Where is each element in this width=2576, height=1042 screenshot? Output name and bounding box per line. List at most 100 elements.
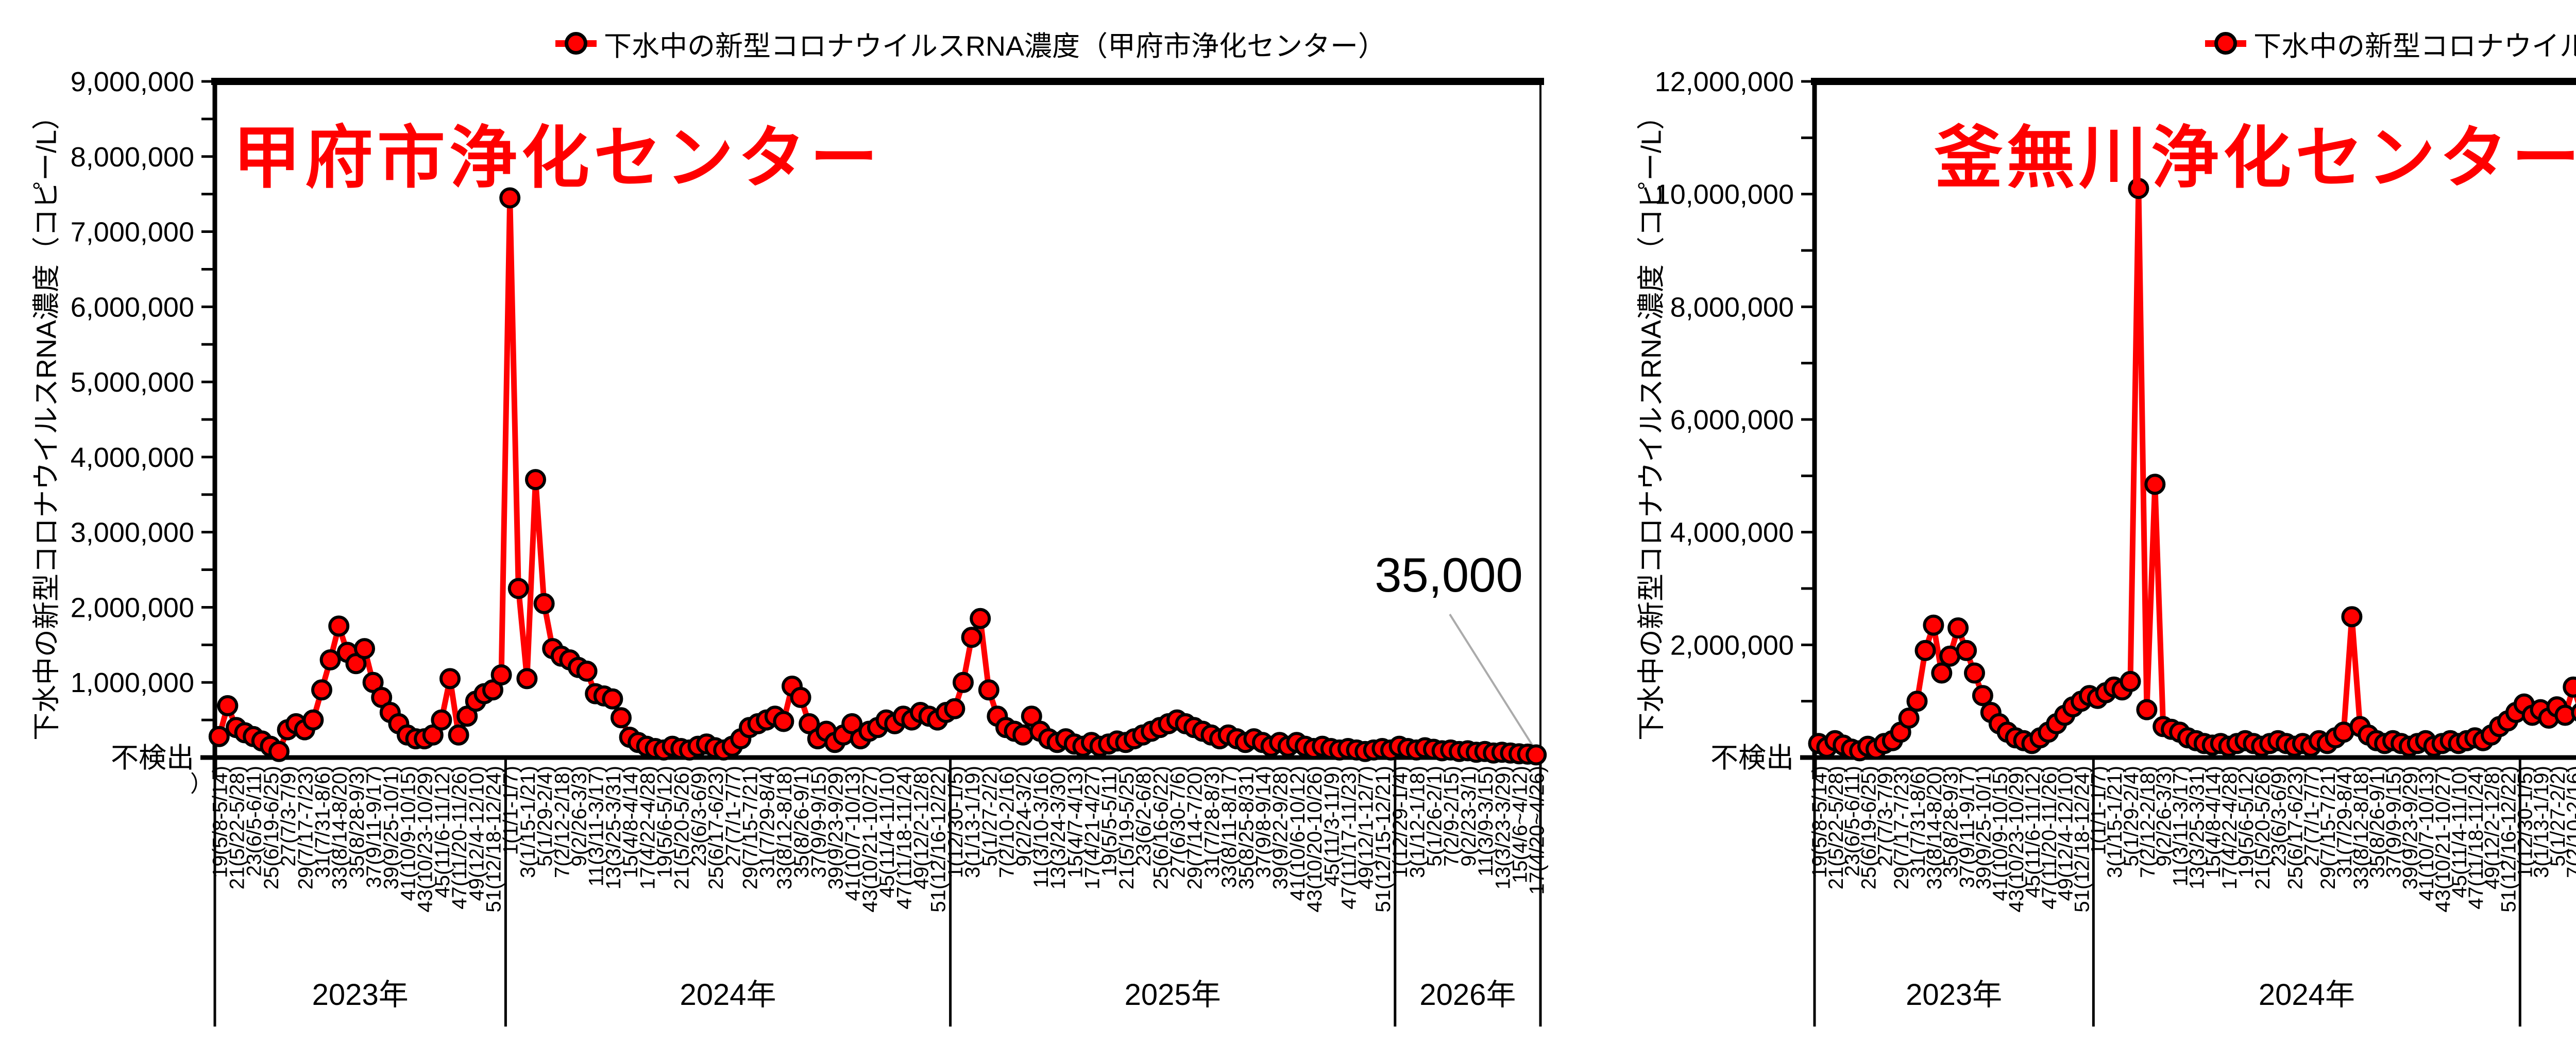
week-tick-label: 13(3/23-3/29) [1492,766,1514,889]
week-tick-label: 43(10/21-10/27) [859,766,882,913]
week-tick-label: 17(4/22-4/28) [636,766,659,889]
data-point [1906,691,1928,712]
data-point [773,711,794,732]
week-tick-label: 3(1/13-1/19) [2530,766,2553,878]
y-tick-label: 8,000,000 [71,142,194,173]
data-point [602,688,623,710]
annotation-leader-line [1449,613,1535,749]
week-tick-label: 27(6/30-7/6) [1167,766,1190,878]
week-tick-label: 11(3/11-3/17) [2170,766,2192,886]
week-tick-label: 33(8/12-8/18) [2350,766,2372,889]
week-tick-label: 45(11/3-11/9) [1320,766,1343,886]
data-point [2128,178,2149,199]
week-tick-label: 25(6/16-6/22) [1149,766,1172,889]
week-tick-label: 7(2/12-2/18) [2137,766,2159,878]
year-label: 2024年 [680,978,776,1012]
week-tick-label: 3(1/12-1/18) [1406,766,1429,878]
data-point [311,679,332,701]
week-tick-label: 13(3/25-3/31) [602,766,625,889]
year-label: 2023年 [1906,978,2002,1012]
week-tick-label: 41(10/7-10/13) [2415,766,2438,901]
chart-left: 9,000,000 8,000,000 7,000,000 6,000,000 5,00… [71,66,1549,1027]
year-label: 2026年 [1419,978,1516,1012]
legend-label: 下水中の新型コロナウイルスRNA濃度（釜無川浄化センター） [2253,30,2576,62]
week-tick-label: 47(11/17-11/23) [1338,766,1361,910]
week-tick-label: 7(2/12-2/18) [551,766,573,878]
data-point [490,664,512,686]
week-tick-label: 51(12/18-12/24) [483,766,505,913]
week-tick-label: 5(1/27-2/2) [978,766,1001,867]
week-tick-label: 43(10/20-10/26) [1303,766,1326,913]
data-point [1526,744,1547,766]
year-label: 2025年 [1125,978,1221,1012]
week-tick-label: 23(6/2-6/8) [1132,766,1155,867]
week-tick-label: 27(7/3-7/9) [1874,766,1896,867]
week-tick-label: 19(5/8-5/14) [209,766,231,878]
data-point [448,724,469,746]
week-tick-label: 17(4/21-4/27) [1081,766,1104,889]
data-point [439,668,461,690]
week-tick-label: 27(7/3-7/9) [277,766,300,867]
week-tick-label: 19(5/6-5/12) [654,766,676,878]
week-tick-label: 27(7/1-7/7) [2300,766,2323,867]
y-tick-label: 9,000,000 [71,66,194,97]
data-point [1956,640,1977,661]
chart-title-left: 甲府市浄化センター [233,120,882,196]
week-tick-label: 41(10/9-10/15) [1989,766,2011,901]
week-tick-label: 5(1/27-2/2) [2547,766,2569,867]
week-tick-label: 31(7/31-8/6) [312,766,334,878]
data-point [944,698,965,719]
data-point [208,726,230,747]
legend-right: 下水中の新型コロナウイルスRNA濃度（釜無川浄化センター） [2205,25,2576,62]
y-axis-title-left: 下水中の新型コロナウイルスRNA濃度（コピー/L） [31,102,62,741]
year-label: 2023年 [312,978,409,1012]
latest-value-annotation-left: 35,000 [1375,548,1523,602]
data-point [790,686,811,708]
y-tick-label: 3,000,000 [71,517,194,548]
week-tick-label: 51(12/18-12/24) [2071,766,2093,913]
week-tick-label: 51(12/15-12/21) [1372,766,1395,913]
data-point [533,593,555,614]
week-tick-label: 19(5/5-5/11) [1098,766,1121,877]
week-tick-label: 3(1/15-1/21) [517,766,539,878]
data-point [1898,708,1920,729]
week-tick-label: 29(7/15-7/21) [2317,766,2340,889]
week-tick-label: 15(4/6~4/12) [1509,766,1532,883]
data-point [953,671,974,693]
week-tick-label: 29(7/17-7/23) [1890,766,1913,889]
y-tick-label: 4,000,000 [1670,517,1794,548]
week-tick-label: 21(5/22-5/28) [1825,766,1848,889]
week-tick-label: 47(11/18-11/24) [2465,766,2487,910]
week-tick-label: 49(12/1-12/7) [1355,766,1378,889]
week-tick-label: 45(11/4-11/10) [2448,766,2471,898]
data-point [970,608,991,629]
y-tick-label: 1,000,000 [71,667,194,698]
data-point [268,741,290,762]
data-point [2144,474,2166,495]
week-tick-label: 15(4/8-4/14) [619,766,642,878]
week-tick-label: 31(7/29-8/4) [2333,766,2356,878]
week-tick-label: 35(8/26-9/1) [790,766,813,878]
week-tick-label: 51(12/16-12/22) [927,766,950,913]
data-point [1012,724,1034,746]
legend-line-marker-icon [2205,40,2246,47]
data-point [1914,640,1936,661]
week-tick-label: 49(12/4-12/10) [465,766,488,901]
week-tick-label: 23(6/5-6/11) [1841,766,1864,877]
week-tick-label: 29(7/15-7/21) [739,766,762,889]
legend-line-marker-icon [555,40,597,47]
week-tick-label: 1(1/1-1/7) [2087,766,2110,855]
week-tick-label: 39(9/23-9/29) [2399,766,2421,889]
data-point [328,615,350,637]
week-tick-label: 37(9/11-9/17) [1956,766,1979,888]
week-tick-label: 47(11/18-11/24) [893,766,916,910]
week-tick-label: 11(3/11-3/17) [585,766,608,886]
week-tick-label: 35(8/28-9/3) [346,766,368,878]
week-tick-label: 5(1/29-2/4) [2120,766,2143,867]
data-point [611,707,632,729]
year-label: 2024年 [2259,978,2355,1012]
data-point [2563,676,2576,698]
week-tick-label: 45(11/6-11/12) [2022,766,2044,898]
week-tick-label: 35(8/28-9/3) [1940,766,1962,878]
